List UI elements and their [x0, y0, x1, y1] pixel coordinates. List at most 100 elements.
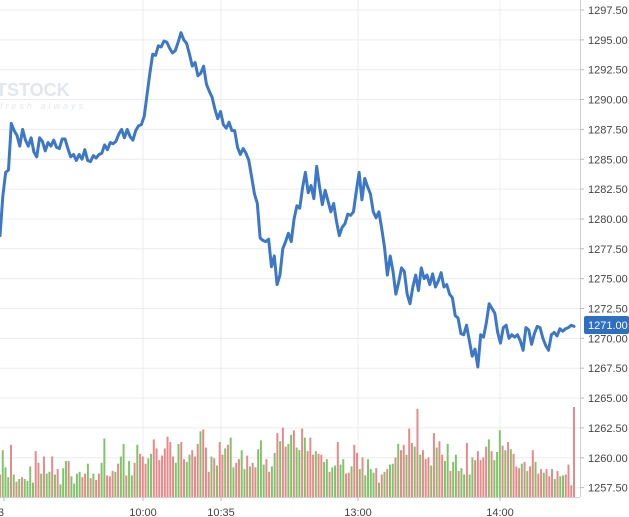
x-tick-label: 10:00: [129, 507, 157, 517]
volume-bar: [358, 469, 361, 497]
volume-bar: [383, 471, 386, 497]
volume-bar: [100, 462, 103, 497]
volume-bar: [501, 445, 504, 497]
volume-bar: [45, 473, 48, 497]
volume-bar: [446, 443, 449, 497]
volume-bar: [504, 450, 507, 497]
volume-bar: [375, 468, 378, 497]
volume-bar: [75, 473, 78, 497]
volume-bar: [339, 464, 342, 497]
volume-bar: [23, 479, 26, 497]
volume-bar: [320, 454, 323, 497]
volume-bar: [48, 471, 51, 497]
y-tick-label: 1297.50: [588, 5, 628, 17]
watermark-text: TSTOCK: [0, 80, 70, 100]
volume-bar: [257, 449, 260, 497]
volume-bar: [62, 468, 65, 497]
volume-bar: [273, 452, 276, 497]
volume-bar: [0, 474, 1, 497]
y-tick-label: 1290.00: [588, 95, 628, 107]
volume-bar: [529, 466, 532, 497]
volume-bar: [218, 442, 221, 497]
volume-bar: [196, 443, 199, 497]
volume-bar: [4, 467, 7, 497]
volume-bar: [474, 460, 477, 497]
volume-bar: [523, 461, 526, 497]
volume-bar: [199, 431, 202, 497]
volume-bar: [312, 454, 315, 497]
volume-bar: [441, 454, 444, 497]
volume-bar: [26, 480, 29, 497]
volume-bar: [564, 474, 567, 497]
volume-bar: [9, 444, 12, 497]
volume-bar: [432, 433, 435, 497]
volume-bar: [287, 443, 290, 497]
volume-bar: [301, 428, 304, 497]
volume-bar: [232, 467, 235, 497]
volume-bar: [399, 450, 402, 497]
volume-bar: [56, 469, 59, 497]
volume-bar: [405, 454, 408, 497]
volume-bar: [18, 479, 21, 497]
volume-bar: [402, 444, 405, 497]
volume-bar: [509, 449, 512, 497]
volume-bar: [207, 471, 210, 497]
volume-bar: [279, 441, 282, 497]
volume-bar: [334, 465, 337, 497]
volume-bar: [128, 461, 131, 497]
volume-bar: [139, 453, 142, 497]
volume-bar: [180, 442, 183, 497]
volume-bar: [224, 448, 227, 497]
volume-bar: [92, 473, 95, 497]
volume-bar: [169, 442, 172, 497]
volume-bar: [298, 450, 301, 497]
volume-bar: [465, 443, 468, 497]
volume-bar: [471, 457, 474, 497]
volume-bar: [410, 443, 413, 497]
volume-bar: [144, 463, 147, 497]
volume-bar: [221, 454, 224, 497]
volume-bar: [449, 470, 452, 497]
volume-bar: [562, 475, 565, 497]
volume-bar: [147, 458, 150, 497]
y-tick-label: 1267.50: [588, 363, 628, 375]
volume-bar: [328, 471, 331, 497]
volume-bar: [213, 458, 216, 497]
volume-bar: [240, 450, 243, 497]
current-price-tag: 1271.00: [584, 316, 629, 334]
volume-bar: [443, 461, 446, 497]
volume-bar: [314, 451, 317, 497]
volume-bar: [150, 453, 153, 497]
volume-bar: [276, 433, 279, 497]
volume-bar: [438, 441, 441, 497]
y-tick-label: 1260.00: [588, 453, 628, 465]
volume-bar: [158, 460, 161, 497]
volume-bar: [262, 464, 265, 497]
volume-bar: [89, 478, 92, 497]
volume-bar: [12, 474, 15, 497]
volume-bar: [545, 469, 548, 497]
volume-bar: [133, 462, 136, 497]
grid: [0, 0, 580, 497]
volume-bar: [125, 475, 128, 497]
y-tick-label: 1287.50: [588, 124, 628, 136]
volume-bar: [309, 437, 312, 497]
volume-bar: [526, 470, 529, 497]
volume-bar: [243, 469, 246, 497]
volume-bar: [1, 450, 4, 497]
volume-bar: [108, 476, 111, 497]
volume-bar: [372, 472, 375, 497]
y-tick-label: 1275.00: [588, 274, 628, 286]
volume-bar: [542, 472, 545, 497]
volume-bar: [369, 469, 372, 497]
volume-bar: [204, 447, 207, 497]
volume-bar: [292, 430, 295, 497]
volume-bar: [246, 455, 249, 497]
volume-bar: [460, 468, 463, 497]
volume-bar: [493, 460, 496, 497]
volume-bar: [7, 477, 10, 497]
volume-bar: [419, 454, 422, 497]
volume-bar: [111, 470, 114, 497]
